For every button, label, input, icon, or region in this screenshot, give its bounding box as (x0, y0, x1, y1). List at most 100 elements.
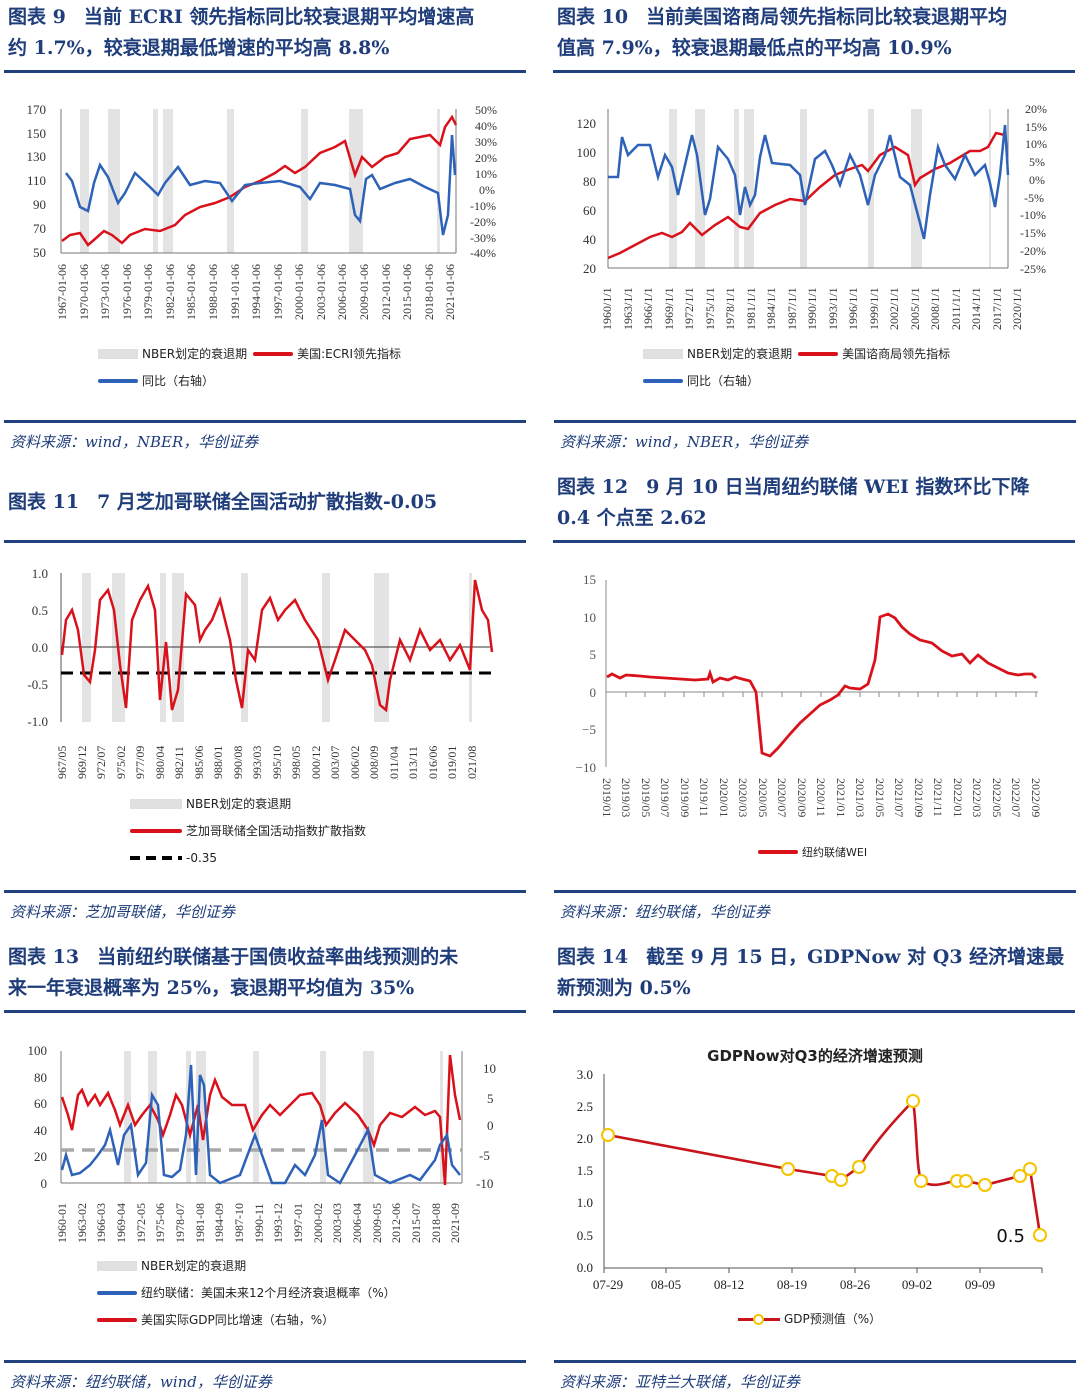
figure-13: 图表 13 当前纽约联储基于国债收益率曲线预测的未 来一年衰退概率为 25%，衰退… (4, 942, 526, 1013)
svg-text:0.5: 0.5 (577, 1228, 593, 1243)
svg-text:-5: -5 (479, 1148, 490, 1163)
svg-text:2016/06: 2016/06 (426, 746, 440, 780)
title-rule (553, 70, 1075, 73)
svg-text:2008/09: 2008/09 (367, 746, 381, 780)
title-rule (4, 70, 526, 73)
svg-text:130: 130 (27, 149, 47, 164)
chart-fig10: 120 100 80 60 40 20 20% 15% 10% 5% 0% -5% -10% -15… (577, 102, 1048, 330)
source-fig11: 资料来源：芝加哥联储，华创证券 (4, 890, 526, 922)
svg-text:08-26: 08-26 (840, 1277, 871, 1292)
svg-text:2021/11: 2021/11 (931, 778, 945, 817)
svg-text:2019/07: 2019/07 (658, 778, 672, 817)
svg-text:2000-02: 2000-02 (311, 1203, 325, 1243)
svg-text:1997-01-06: 1997-01-06 (271, 264, 285, 320)
svg-text:1976-01-06: 1976-01-06 (120, 264, 134, 320)
svg-text:1.0: 1.0 (577, 1195, 593, 1210)
svg-text:−5: −5 (582, 722, 596, 737)
legend-fig12: 纽约联储WEI (758, 838, 867, 865)
svg-text:2020/03: 2020/03 (736, 778, 750, 817)
svg-text:08-05: 08-05 (651, 1277, 681, 1292)
svg-text:2003-03: 2003-03 (330, 1203, 344, 1243)
title-rule (4, 1010, 526, 1013)
svg-text:1963-02: 1963-02 (75, 1203, 89, 1243)
svg-text:2011/04: 2011/04 (387, 746, 401, 780)
svg-text:1999/1/1: 1999/1/1 (867, 287, 881, 330)
svg-text:2018-08: 2018-08 (429, 1203, 443, 1243)
svg-text:1972/1/1: 1972/1/1 (682, 287, 696, 330)
svg-text:07-29: 07-29 (593, 1277, 623, 1292)
source-fig14: 资料来源：亚特兰大联储，华创证券 (554, 1360, 1076, 1392)
svg-text:1984-09: 1984-09 (212, 1203, 226, 1243)
figure-14: 图表 14 截至 9 月 15 日，GDPNow 对 Q3 经济增速最 新预测为 … (553, 942, 1075, 1013)
svg-text:1997-01: 1997-01 (291, 1203, 305, 1243)
figure-title: 图表 14 截至 9 月 15 日，GDPNow 对 Q3 经济增速最 新预测为 … (557, 946, 1065, 999)
svg-text:2022/09: 2022/09 (1029, 778, 1043, 817)
svg-text:2021/07: 2021/07 (892, 778, 906, 817)
svg-text:-10%: -10% (470, 199, 496, 213)
svg-text:0: 0 (487, 1118, 494, 1133)
svg-text:1972/07: 1972/07 (94, 746, 108, 780)
svg-text:1991-01-06: 1991-01-06 (228, 264, 242, 320)
svg-text:10: 10 (583, 610, 596, 625)
svg-text:1981/1/1: 1981/1/1 (744, 287, 758, 330)
svg-text:0%: 0% (1029, 173, 1045, 187)
svg-text:1988/01: 1988/01 (211, 746, 225, 780)
svg-text:1984/1/1: 1984/1/1 (764, 287, 778, 330)
svg-text:1993-12: 1993-12 (271, 1203, 285, 1243)
svg-text:2003/07: 2003/07 (328, 746, 342, 780)
figure-10: 图表 10 当前美国谘商局领先指标同比较衰退期平均 值高 7.9%，较衰退期最低点… (553, 2, 1075, 73)
svg-text:2000/12: 2000/12 (309, 746, 323, 780)
svg-text:2019/01: 2019/01 (600, 778, 614, 817)
svg-text:10%: 10% (475, 167, 497, 181)
figure-title: 图表 10 当前美国谘商局领先指标同比较衰退期平均 值高 7.9%，较衰退期最低点… (557, 6, 1008, 59)
svg-text:2009-01-06: 2009-01-06 (357, 264, 371, 320)
svg-text:2022/03: 2022/03 (970, 778, 984, 817)
svg-text:2020/11: 2020/11 (814, 778, 828, 817)
svg-text:2021/03: 2021/03 (853, 778, 867, 817)
title-rule (553, 540, 1075, 543)
svg-text:20%: 20% (1025, 102, 1047, 116)
chart-fig12: 15 10 5 0 −5 −10 2019/01 2019/03 2019/05 2019/… (576, 572, 1043, 817)
chart-fig9: 170 150 130 110 90 70 50 50% 40% 30% 20% 10% 0% -1… (27, 102, 498, 320)
svg-text:150: 150 (27, 126, 47, 141)
svg-text:1973-01-06: 1973-01-06 (98, 264, 112, 320)
svg-text:2013/11: 2013/11 (406, 746, 420, 780)
svg-text:1985/06: 1985/06 (192, 746, 206, 780)
svg-text:1990-11: 1990-11 (252, 1203, 266, 1243)
svg-text:2022/07: 2022/07 (1009, 778, 1023, 817)
gdpnow-chart-title: GDPNow对Q3的经济增速预测 (707, 1047, 923, 1065)
svg-text:-20%: -20% (470, 215, 496, 229)
svg-text:1963/1/1: 1963/1/1 (621, 287, 635, 330)
svg-text:2021-01-06: 2021-01-06 (443, 264, 457, 320)
svg-text:2015-07: 2015-07 (409, 1203, 423, 1243)
svg-text:-20%: -20% (1020, 244, 1046, 258)
svg-text:2022/05: 2022/05 (990, 778, 1004, 817)
svg-text:1990/1/1: 1990/1/1 (805, 287, 819, 330)
svg-text:1982-01-06: 1982-01-06 (163, 264, 177, 320)
svg-text:1969-04: 1969-04 (114, 1203, 128, 1243)
svg-text:-15%: -15% (1020, 226, 1046, 240)
svg-text:20: 20 (583, 261, 596, 276)
svg-text:-25%: -25% (1020, 262, 1046, 276)
svg-text:15: 15 (583, 572, 596, 587)
svg-text:2006/02: 2006/02 (348, 746, 362, 780)
svg-text:80: 80 (34, 1070, 47, 1085)
svg-text:1960/1/1: 1960/1/1 (600, 287, 614, 330)
svg-text:1966-03: 1966-03 (94, 1203, 108, 1243)
svg-text:2011/1/1: 2011/1/1 (949, 288, 963, 330)
svg-text:5: 5 (487, 1091, 494, 1106)
svg-text:1975/02: 1975/02 (114, 746, 128, 780)
svg-text:60: 60 (583, 203, 596, 218)
svg-text:1977/09: 1977/09 (133, 746, 147, 780)
figure-title: 图表 11 7 月芝加哥联储全国活动扩散指数-0.05 (8, 491, 438, 513)
legend-fig11: NBER划定的衰退期 芝加哥联储全国活动指数扩散指数 -0.35 (130, 790, 366, 871)
svg-text:2009-05: 2009-05 (370, 1203, 384, 1243)
svg-text:110: 110 (27, 173, 46, 188)
svg-text:1993/03: 1993/03 (250, 746, 264, 780)
svg-text:1969/1/1: 1969/1/1 (662, 287, 676, 330)
svg-text:10%: 10% (1025, 137, 1047, 151)
svg-text:1987-10: 1987-10 (232, 1203, 246, 1243)
legend-swatch-marker (738, 1313, 780, 1325)
svg-text:2021-09: 2021-09 (448, 1203, 462, 1243)
